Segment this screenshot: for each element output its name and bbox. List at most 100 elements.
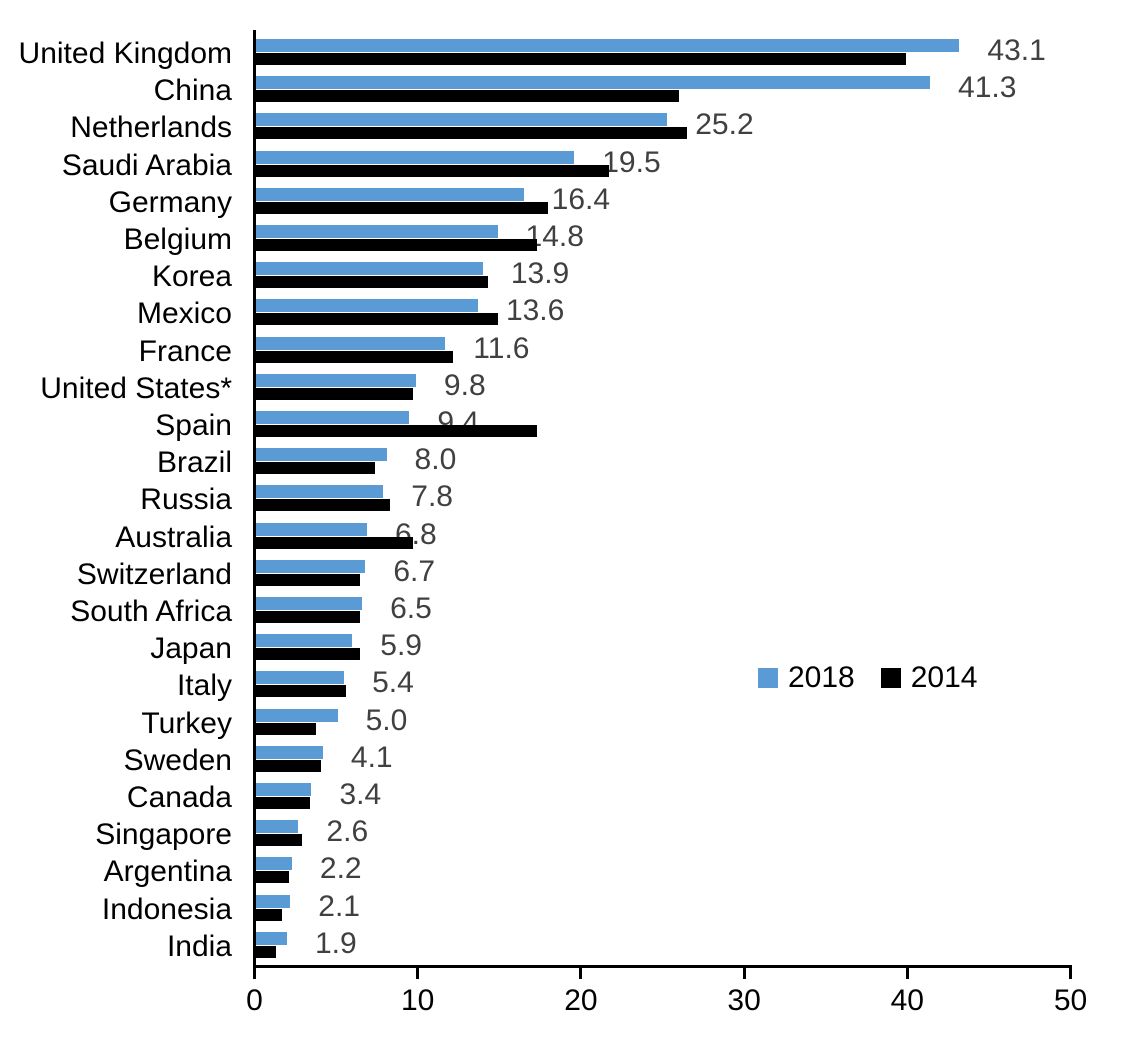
bar-2014 bbox=[256, 164, 609, 177]
legend: 2018 2014 bbox=[758, 661, 978, 695]
category-label: South Africa bbox=[70, 595, 232, 628]
y-axis-line bbox=[253, 30, 256, 979]
bar-2018 bbox=[256, 336, 446, 350]
category-label: Mexico bbox=[136, 297, 232, 331]
bar-2018 bbox=[256, 783, 312, 796]
x-tick-mark bbox=[1069, 965, 1072, 979]
category-label: Argentina bbox=[103, 855, 232, 889]
category-label: United States* bbox=[40, 371, 232, 405]
legend-label-2018: 2018 bbox=[788, 661, 855, 694]
x-tick-label: 30 bbox=[727, 984, 761, 1017]
bar-2014 bbox=[256, 871, 289, 884]
bar-2018 bbox=[256, 857, 292, 871]
category-label: Japan bbox=[150, 632, 232, 666]
bar-2018 bbox=[256, 411, 410, 424]
bar-2018 bbox=[256, 559, 366, 573]
category-label: Spain bbox=[155, 409, 232, 442]
legend-entry-2018: 2018 bbox=[758, 661, 855, 695]
bar-2018 bbox=[256, 597, 363, 610]
bar-2014 bbox=[256, 797, 310, 809]
bar-2018 bbox=[256, 448, 387, 462]
bar-2018 bbox=[256, 522, 367, 536]
data-label: 5.4 bbox=[372, 666, 414, 700]
x-tick-label: 40 bbox=[890, 984, 924, 1017]
category-label: Singapore bbox=[95, 818, 232, 852]
category-label: Turkey bbox=[141, 706, 232, 740]
category-label: France bbox=[138, 334, 232, 368]
category-label: Netherlands bbox=[70, 111, 232, 145]
bar-2014 bbox=[256, 53, 906, 65]
data-label: 13.6 bbox=[505, 294, 565, 328]
bar-2014 bbox=[256, 573, 361, 586]
category-label: Korea bbox=[151, 260, 232, 294]
data-label: 43.1 bbox=[987, 34, 1046, 67]
bar-2018 bbox=[256, 225, 498, 238]
category-label: Australia bbox=[115, 520, 232, 554]
bar-2018 bbox=[256, 262, 483, 276]
category-label: Indonesia bbox=[101, 892, 232, 926]
category-label: Brazil bbox=[156, 446, 232, 480]
data-label: 7.8 bbox=[411, 480, 453, 514]
x-tick-mark bbox=[742, 965, 746, 979]
data-label: 11.6 bbox=[473, 331, 530, 365]
bar-2018 bbox=[256, 187, 524, 201]
bar-2014 bbox=[256, 536, 413, 549]
bar-2018 bbox=[256, 820, 299, 834]
bar-2014 bbox=[256, 685, 346, 698]
x-axis-line bbox=[253, 965, 1072, 968]
data-label: 6.5 bbox=[390, 592, 432, 625]
bar-2014 bbox=[256, 722, 317, 735]
category-label: Belgium bbox=[123, 223, 232, 256]
bar-2014 bbox=[256, 648, 361, 661]
bar-2014 bbox=[256, 908, 283, 921]
bar-2018 bbox=[256, 708, 338, 722]
bar-2018 bbox=[256, 39, 960, 52]
data-label: 19.5 bbox=[602, 145, 661, 179]
x-tick-mark bbox=[416, 965, 420, 979]
bar-2014 bbox=[256, 239, 537, 251]
category-label: China bbox=[153, 74, 232, 108]
data-label: 9.8 bbox=[443, 368, 486, 402]
bar-2014 bbox=[256, 499, 390, 512]
category-label: Switzerland bbox=[76, 557, 232, 591]
bar-2018 bbox=[256, 634, 353, 648]
data-label: 16.4 bbox=[551, 182, 611, 216]
data-label: 5.9 bbox=[380, 629, 422, 663]
legend-swatch-2014-icon bbox=[880, 668, 901, 688]
data-label: 2.6 bbox=[326, 815, 369, 849]
category-label: Italy bbox=[176, 669, 232, 703]
bar-2014 bbox=[256, 313, 498, 326]
category-label: Russia bbox=[140, 483, 232, 517]
bar-2014 bbox=[256, 201, 549, 214]
category-label: Saudi Arabia bbox=[61, 148, 232, 182]
x-tick-mark bbox=[579, 965, 583, 979]
data-label: 13.9 bbox=[510, 257, 570, 291]
x-tick-mark bbox=[253, 965, 256, 979]
bar-2014 bbox=[256, 387, 413, 400]
x-tick-label: 50 bbox=[1053, 984, 1088, 1017]
bar-2018 bbox=[256, 113, 668, 127]
category-label: Germany bbox=[108, 185, 232, 219]
bar-2018 bbox=[256, 373, 416, 387]
bar-2014 bbox=[256, 425, 537, 437]
data-label: 8.0 bbox=[414, 443, 457, 477]
category-label: United Kingdom bbox=[18, 37, 232, 70]
bar-2014 bbox=[256, 945, 276, 958]
category-label: Sweden bbox=[123, 743, 232, 777]
category-label: Canada bbox=[126, 781, 232, 814]
x-tick-label: 10 bbox=[401, 984, 435, 1017]
data-label: 3.4 bbox=[339, 778, 382, 811]
legend-swatch-2018-icon bbox=[758, 668, 778, 688]
bar-2018 bbox=[256, 150, 575, 164]
bar-2014 bbox=[256, 834, 302, 847]
bar-2018 bbox=[256, 671, 345, 685]
bar-2014 bbox=[256, 462, 376, 475]
bar-2018 bbox=[256, 299, 478, 313]
legend-label-2014: 2014 bbox=[910, 661, 978, 694]
x-tick-label: 20 bbox=[564, 984, 598, 1017]
bar-2018 bbox=[256, 485, 384, 499]
category-label: India bbox=[166, 929, 232, 963]
bar-2018 bbox=[256, 894, 291, 908]
x-tick-label: 0 bbox=[246, 984, 263, 1017]
